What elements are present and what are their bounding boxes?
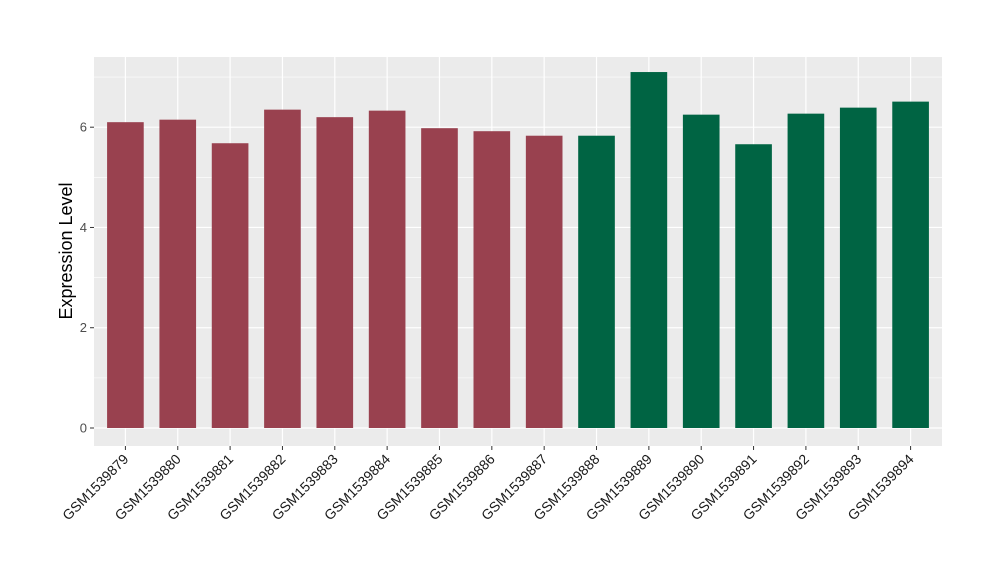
bar-GSM1539886 (473, 131, 511, 428)
y-tick-label: 4 (80, 220, 87, 235)
y-tick-label: 2 (80, 320, 87, 335)
bar-GSM1539892 (787, 113, 825, 428)
y-axis: 0 2 4 6 (80, 120, 94, 436)
bar-GSM1539890 (682, 114, 720, 429)
bar-GSM1539885 (421, 128, 458, 428)
bar-GSM1539879 (107, 122, 144, 429)
y-tick-label: 0 (80, 421, 87, 436)
bar-GSM1539884 (368, 110, 406, 428)
bars (107, 72, 929, 429)
bar-GSM1539894 (892, 101, 929, 428)
bar-GSM1539887 (525, 135, 563, 428)
bar-GSM1539891 (735, 144, 772, 428)
x-axis: GSM1539879GSM1539880GSM1539881GSM1539882… (59, 446, 917, 523)
y-tick-label: 6 (80, 120, 87, 135)
bar-GSM1539881 (211, 143, 249, 429)
bar-GSM1539882 (264, 109, 301, 428)
bar-GSM1539889 (630, 72, 668, 429)
y-axis-title: Expression Level (56, 182, 76, 319)
bar-GSM1539888 (578, 135, 615, 428)
bar-GSM1539880 (159, 119, 197, 429)
bar-GSM1539883 (316, 117, 354, 428)
bar-GSM1539893 (839, 107, 877, 429)
